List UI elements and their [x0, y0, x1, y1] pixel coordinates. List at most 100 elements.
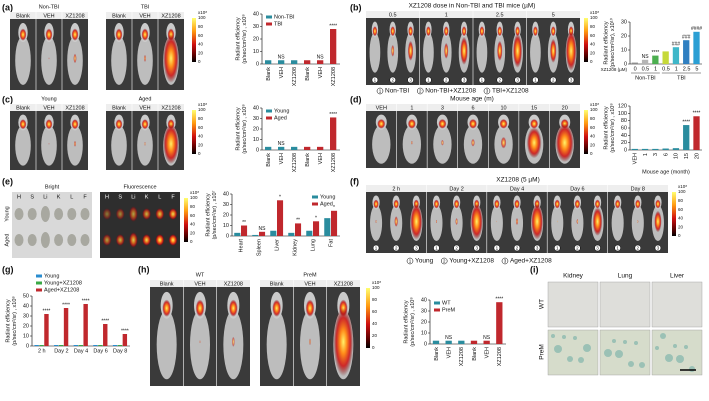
bar [683, 40, 690, 64]
lane-label: 2.5 [496, 12, 504, 18]
colorbar-label: 40 [372, 321, 378, 326]
photo-strip [106, 12, 184, 19]
y-axis-label: (p/sec/cm²/sr) , x10⁷ [211, 190, 218, 239]
stain [623, 340, 627, 344]
x-tick-label: 0 [634, 66, 637, 72]
signal [162, 299, 172, 317]
marker-number: 1 [379, 88, 382, 93]
marker [425, 76, 432, 84]
x-tick-label: XZ1208 [331, 67, 337, 86]
colorbar-label: 20 [678, 224, 684, 229]
marker-number: 2 [576, 245, 579, 250]
signal [655, 199, 661, 209]
x-tick-label: 10 [674, 153, 680, 159]
lane-label: Day 2 [449, 186, 463, 192]
colorbar-unit: x10⁸ [590, 10, 599, 15]
lane-label: 6 [471, 105, 474, 111]
y-axis-label: Radiant efficiency [603, 106, 609, 150]
mouse-body [266, 310, 287, 380]
marker [483, 87, 491, 95]
stain [562, 335, 566, 339]
legend-label: Young+XZ1208 [44, 280, 82, 286]
legend-swatch [36, 288, 42, 292]
x-tick-label: XZ1208 [292, 67, 298, 86]
y-tick-label: 40 [23, 303, 29, 309]
x-tick-label: Day 8 [113, 348, 127, 354]
signal [556, 220, 558, 223]
organ-label: Li [43, 194, 47, 200]
lane-label: VEH [376, 105, 387, 111]
x-tick-label: Fat [328, 239, 334, 247]
significance-label: #### [691, 26, 702, 32]
colorbar-label: 80 [198, 24, 204, 29]
lane-label: 20 [562, 105, 568, 111]
lane-label: 1 [410, 105, 413, 111]
row-label: PreM [539, 344, 546, 360]
colorbar-label: 40 [190, 222, 196, 227]
marker [473, 244, 480, 252]
histology [599, 281, 651, 328]
mouse-body [15, 35, 31, 85]
signal [144, 141, 146, 146]
lane-label: Blank [160, 281, 174, 287]
colorbar [184, 198, 188, 242]
organ [27, 234, 37, 246]
signal [461, 26, 467, 37]
marker [567, 76, 575, 84]
bar [44, 314, 49, 346]
bar [641, 59, 649, 64]
marker [453, 244, 460, 252]
lane-label: Blank [112, 13, 126, 19]
signal [471, 138, 475, 147]
signal [497, 26, 503, 37]
organ [67, 234, 77, 246]
mouse-body [372, 124, 391, 164]
x-tick-label: Blank [266, 153, 272, 167]
bar [324, 218, 331, 236]
marker-number: 1 [375, 245, 378, 250]
colorbar-unit: x10⁸ [590, 102, 599, 107]
bar [73, 345, 79, 346]
lane-label: VEH [43, 105, 54, 111]
marker [443, 76, 450, 84]
marker [550, 76, 557, 84]
marker-number: 1 [427, 77, 430, 82]
lane-label: Blank [112, 105, 126, 111]
colorbar-label: 20 [372, 333, 378, 338]
colorbar-label: 100 [198, 107, 206, 112]
mouse-body [369, 32, 381, 73]
signal [554, 199, 560, 209]
mouse-body [476, 32, 488, 73]
bar [662, 51, 669, 64]
significance-label: * [333, 205, 335, 211]
marker-number: 2 [395, 245, 398, 250]
marker [389, 76, 396, 84]
colorbar-label: 100 [590, 15, 598, 20]
marker-number: 3 [504, 258, 507, 263]
bar [317, 146, 324, 150]
y-tick-label: 30 [253, 116, 259, 122]
organ [54, 208, 64, 220]
signal [530, 118, 539, 129]
lane-label: 1 [445, 12, 448, 18]
marker-number: 3 [486, 88, 489, 93]
significance-label: NS [259, 226, 267, 232]
colorbar-label: 20 [590, 142, 596, 147]
marker [406, 257, 414, 265]
organ-label: K [145, 194, 149, 200]
signal [375, 219, 377, 224]
colorbar-label: 40 [678, 216, 684, 221]
colorbar-unit: x10⁸ [678, 184, 687, 189]
photo-strip [260, 280, 360, 287]
legend-swatch [36, 281, 42, 285]
group-label: Fluorescence [123, 184, 156, 190]
lane-label: XZ1208 [65, 105, 84, 111]
signal [19, 28, 27, 41]
stain [573, 336, 577, 340]
x-tick-label: Blank [472, 347, 478, 361]
y-tick-label: 10 [253, 137, 259, 143]
marker [416, 87, 424, 95]
signal [272, 299, 281, 317]
lane-label: 2 h [392, 186, 400, 192]
